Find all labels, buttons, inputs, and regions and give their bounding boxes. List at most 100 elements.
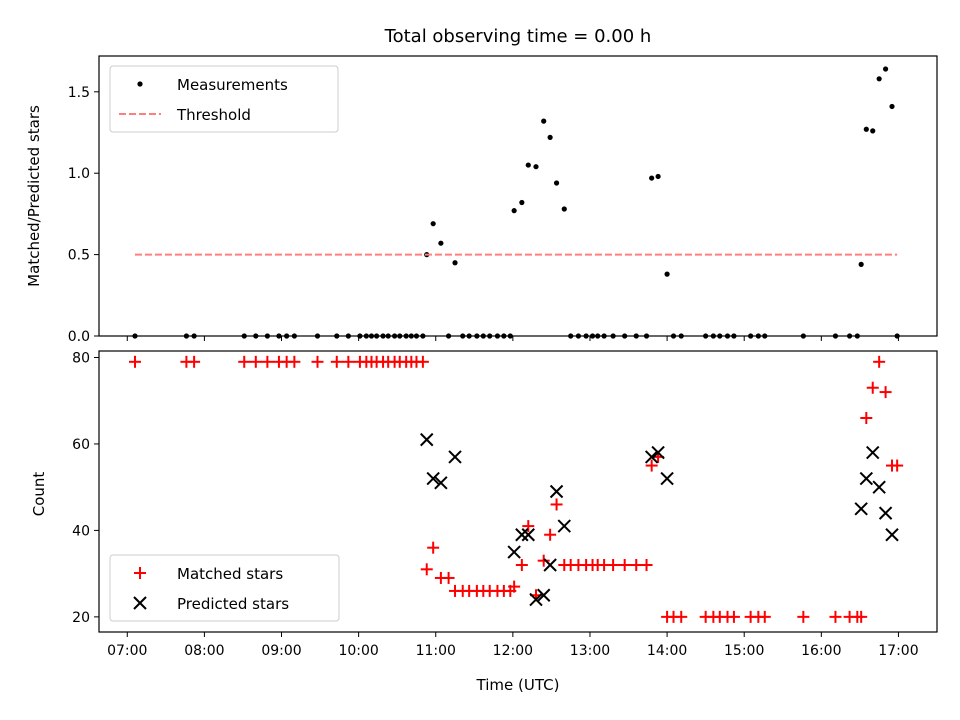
x-tick-label: 12:00 xyxy=(493,643,533,659)
marker-stroke xyxy=(521,528,535,542)
bottom-axes-frame xyxy=(98,350,938,633)
matched-stars-legend-label: Matched stars xyxy=(177,565,283,583)
matched-star-marker xyxy=(311,355,324,368)
measurement-point xyxy=(664,271,670,277)
predicted-star-marker xyxy=(549,484,564,499)
predicted-stars-legend-label: Predicted stars xyxy=(177,595,289,613)
predicted-star-marker xyxy=(859,471,874,486)
matched-star-marker xyxy=(544,528,557,541)
bottom-legend-box xyxy=(109,554,340,622)
matched-star-marker xyxy=(188,355,201,368)
predicted-star-marker xyxy=(866,445,880,460)
matched-star-marker xyxy=(238,355,251,368)
measurement-point xyxy=(858,261,864,267)
matched-star-marker xyxy=(640,558,653,571)
predicted-star-marker xyxy=(854,502,868,516)
predicted-star-marker xyxy=(660,471,674,486)
marker-stroke xyxy=(557,519,571,533)
marker-stroke xyxy=(878,506,893,520)
x-tick-label: 09:00 xyxy=(261,643,301,659)
threshold-legend-label: Threshold xyxy=(176,106,251,124)
top-legend: Measurements Threshold xyxy=(109,65,339,133)
top-y-tick-label: 1.5 xyxy=(68,85,90,101)
predicted-stars-legend-marker xyxy=(133,596,147,610)
marker-stroke xyxy=(644,450,659,464)
matched-star-marker xyxy=(797,610,810,623)
marker-stroke xyxy=(872,480,886,494)
matched-star-marker xyxy=(618,558,631,571)
matched-star-marker xyxy=(860,412,873,425)
matched-star-marker xyxy=(855,610,868,623)
measurement-point xyxy=(533,164,539,170)
bottom-y-tick-label: 20 xyxy=(72,610,90,626)
measurement-point xyxy=(882,66,889,72)
bottom-y-tick-label: 40 xyxy=(72,523,90,539)
predicted-star-marker xyxy=(878,506,893,520)
matched-star-marker xyxy=(442,571,455,584)
marker-stroke xyxy=(549,484,564,499)
x-tick-label: 08:00 xyxy=(184,643,224,659)
marker-stroke xyxy=(507,545,521,559)
x-tick-label: 07:00 xyxy=(107,643,147,659)
marker-stroke xyxy=(515,528,529,542)
marker-stroke xyxy=(859,471,874,486)
matched-star-marker xyxy=(873,355,886,368)
matched-star-marker xyxy=(537,554,550,567)
predicted-star-marker xyxy=(543,558,557,572)
measurement-point xyxy=(889,103,895,110)
measurements-legend-label: Measurements xyxy=(177,76,288,94)
top-y-tick-label: 0.0 xyxy=(68,329,90,345)
measurement-point xyxy=(863,126,869,132)
predicted-star-marker xyxy=(885,528,899,542)
predicted-star-marker xyxy=(521,528,535,542)
marker-stroke xyxy=(885,528,899,542)
matched-star-marker xyxy=(420,563,433,576)
matched-star-marker xyxy=(630,558,643,571)
bottom-y-tick-label: 80 xyxy=(72,350,90,366)
measurement-point xyxy=(519,199,525,206)
matched-star-marker xyxy=(427,541,440,554)
matched-star-marker xyxy=(879,386,892,399)
matched-star-marker xyxy=(727,610,740,623)
top-chart-title: Total observing time = 0.00 h xyxy=(384,26,652,47)
predicted-star-marker xyxy=(529,592,543,607)
x-tick-label: 16:00 xyxy=(801,643,841,659)
predicted-star-marker xyxy=(515,528,529,542)
matched-star-marker xyxy=(829,610,842,623)
matched-star-marker xyxy=(288,355,301,368)
marker-stroke xyxy=(660,471,674,486)
matched-star-marker xyxy=(758,610,771,623)
bottom-series-predicted-stars xyxy=(420,432,899,607)
measurement-point xyxy=(525,162,531,168)
measurement-point xyxy=(561,206,567,212)
matched-star-marker xyxy=(891,459,904,472)
matched-star-marker xyxy=(330,355,343,368)
x-tick-label: 14:00 xyxy=(647,643,687,659)
bottom-x-axis-label: Time (UTC) xyxy=(476,676,560,694)
top-axes-frame xyxy=(98,55,938,337)
bottom-legend: Matched stars Predicted stars xyxy=(109,554,340,622)
predicted-star-marker xyxy=(651,445,665,460)
measurement-point xyxy=(547,134,553,140)
x-tick-label: 17:00 xyxy=(878,643,918,659)
x-tick-label: 15:00 xyxy=(724,643,764,659)
matched-star-marker xyxy=(128,355,141,368)
predicted-star-marker xyxy=(507,545,521,559)
measurement-point xyxy=(438,240,444,246)
x-tick-label: 13:00 xyxy=(570,643,610,659)
measurements-legend-marker xyxy=(137,81,143,87)
measurement-point xyxy=(649,175,655,181)
predicted-star-marker xyxy=(872,480,886,494)
top-y-tick-label: 0.5 xyxy=(68,248,90,264)
x-tick-label: 10:00 xyxy=(338,643,378,659)
marker-stroke xyxy=(651,445,665,460)
matched-star-marker xyxy=(515,558,528,571)
bottom-plot-area: 20 40 60 80 07:00 08:00 09:00 10:00 11:00 12:00 13… xyxy=(72,350,938,659)
predicted-star-marker xyxy=(420,432,434,447)
marker-stroke xyxy=(529,592,543,607)
matched-star-marker xyxy=(550,498,563,511)
matched-star-marker xyxy=(342,355,355,368)
measurement-point xyxy=(511,208,517,214)
bottom-series-matched-stars xyxy=(128,355,904,623)
